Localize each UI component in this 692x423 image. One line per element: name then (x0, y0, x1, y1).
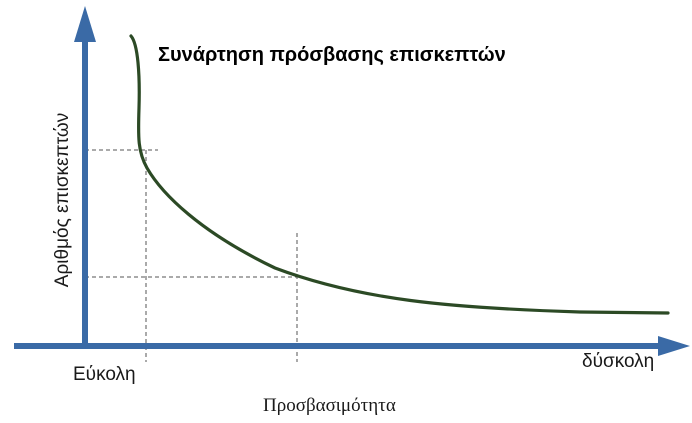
x-axis-arrowhead (658, 336, 690, 356)
access-function-curve (129, 34, 670, 315)
diagram-title: Συνάρτηση πρόσβασης επισκεπτών (158, 44, 506, 66)
x-axis-start-label: Εύκολη (73, 364, 136, 385)
x-axis-label: Προσβασιμότητα (263, 395, 396, 416)
x-axis-end-label: δύσκολη (582, 351, 655, 372)
y-axis-label: Αριθμός επισκεπτών (52, 112, 73, 288)
y-axis-arrowhead (74, 6, 96, 42)
